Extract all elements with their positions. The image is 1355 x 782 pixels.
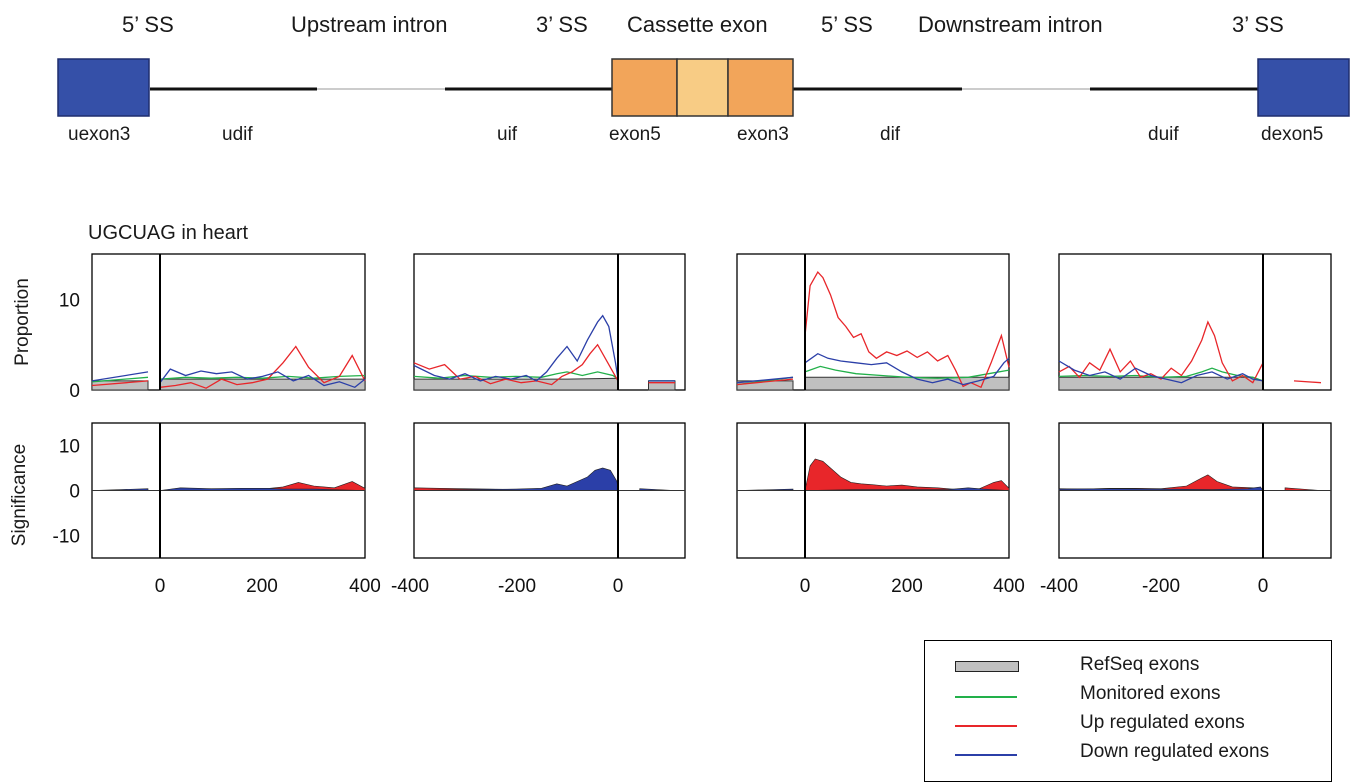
legend-label-up: Up regulated exons <box>1080 712 1245 734</box>
y-tick-label-row2-1: 0 <box>69 482 80 503</box>
panel3-proportion-refseq-area-1 <box>805 377 1009 390</box>
legend-label-refseq: RefSeq exons <box>1080 654 1199 676</box>
x-tick-label-10: -200 <box>1142 576 1180 597</box>
y-tick-label-row2-2: 10 <box>59 437 80 458</box>
x-tick-label-5: 0 <box>613 576 624 597</box>
panel1-proportion-frame <box>92 254 365 390</box>
chart-legend: RefSeq exons Monitored exons Up regulate… <box>924 640 1332 782</box>
legend-swatch-refseq <box>955 661 1019 672</box>
x-tick-label-8: 400 <box>993 576 1025 597</box>
legend-label-monitored: Monitored exons <box>1080 683 1220 705</box>
panel2-proportion-refseq-area-1 <box>414 378 618 390</box>
x-tick-label-7: 200 <box>891 576 923 597</box>
legend-swatch-down <box>955 754 1017 756</box>
x-tick-label-9: -400 <box>1040 576 1078 597</box>
x-tick-label-1: 200 <box>246 576 278 597</box>
x-tick-label-2: 400 <box>349 576 381 597</box>
x-tick-label-11: 0 <box>1258 576 1269 597</box>
y-tick-label-row1-0: 0 <box>69 381 80 402</box>
panel2-proportion-frame <box>414 254 685 390</box>
legend-item-refseq: RefSeq exons <box>925 652 1331 680</box>
legend-item-monitored: Monitored exons <box>925 681 1331 709</box>
legend-item-down: Down regulated exons <box>925 739 1331 767</box>
legend-swatch-up <box>955 725 1017 727</box>
legend-swatch-monitored <box>955 696 1017 698</box>
x-tick-label-0: 0 <box>155 576 166 597</box>
x-tick-label-4: -200 <box>498 576 536 597</box>
legend-label-down: Down regulated exons <box>1080 741 1269 763</box>
y-tick-label-row1-1: 10 <box>59 290 80 311</box>
x-tick-label-3: -400 <box>391 576 429 597</box>
legend-item-up: Up regulated exons <box>925 710 1331 738</box>
x-tick-label-6: 0 <box>800 576 811 597</box>
y-tick-label-row2-0: -10 <box>53 527 80 548</box>
panel3-proportion-frame <box>737 254 1009 390</box>
